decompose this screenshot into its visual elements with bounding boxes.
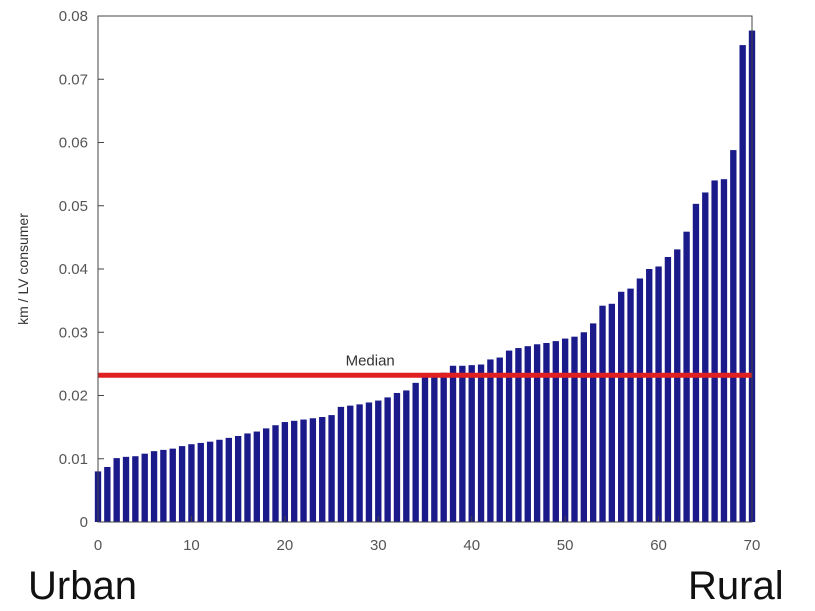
x-tick-label-50: 50 [557,537,574,554]
bar-46 [524,346,531,522]
bar-13 [216,439,223,522]
bar-11 [197,442,204,522]
x-tick-label-30: 30 [370,537,387,554]
y-tick-label-6: 0.06 [59,135,88,152]
bar-49 [552,341,559,522]
y-tick-label-0: 0 [80,514,88,531]
bars [94,30,756,523]
bar-50 [561,338,569,522]
y-tick-label-8: 0.08 [59,8,88,25]
bar-69 [739,45,746,522]
urban-label: Urban [28,564,137,608]
bar-28 [356,404,363,522]
bar-53 [589,323,597,522]
y-tick-label-1: 0.01 [59,451,88,468]
median-group: Median [98,352,752,378]
bar-32 [393,392,401,522]
bar-25 [328,415,335,522]
bar-16 [244,433,251,522]
bar-18 [262,428,270,522]
bar-54 [599,305,606,522]
bar-2 [113,458,120,522]
bar-52 [580,332,587,522]
ticks: 0 10 20 30 40 50 60 70 0 0.01 0.02 0.03 0.04 0.05 0.06… [59,8,761,554]
bar-26 [337,406,345,522]
bar-20 [281,422,289,522]
bar-24 [319,417,326,522]
bar-40 [468,365,475,522]
bar-58 [636,278,644,522]
x-tick-label-0: 0 [94,537,102,554]
rural-label: Rural [688,564,784,608]
bar-34 [412,382,419,522]
y-tick-label-3: 0.03 [59,324,88,341]
bar-21 [291,420,298,522]
bar-19 [272,425,279,522]
x-tick-label-10: 10 [183,537,200,554]
bar-15 [234,435,242,522]
bar-31 [384,397,391,522]
bar-6 [150,451,158,522]
bar-47 [533,344,541,522]
bar-37 [440,372,447,522]
bar-1 [104,466,111,522]
x-tick-label-40: 40 [463,537,480,554]
bar-59 [646,269,653,522]
bar-30 [375,400,382,522]
bar-62 [674,249,681,522]
bar-67 [720,179,728,522]
bar-60 [655,266,662,522]
y-tick-label-2: 0.02 [59,388,88,405]
bar-23 [309,418,317,522]
bar-57 [627,288,634,522]
bar-17 [253,431,260,522]
bar-56 [618,291,625,522]
y-tick-label-5: 0.05 [59,198,88,215]
bar-4 [132,456,139,522]
bar-65 [702,192,709,522]
x-tick-label-60: 60 [650,537,667,554]
bar-35 [421,377,429,522]
bar-38 [449,365,457,522]
bar-36 [431,374,438,522]
bar-29 [365,402,373,522]
bar-7 [160,449,167,522]
bar-22 [300,419,307,522]
bar-8 [169,448,176,522]
bar-44 [505,350,513,522]
y-tick-label-7: 0.07 [59,71,88,88]
y-tick-label-4: 0.04 [59,261,88,278]
bar-33 [403,390,410,522]
bar-61 [664,256,672,522]
bar-3 [122,456,130,522]
bar-51 [571,336,578,522]
x-tick-label-20: 20 [277,537,294,554]
bar-42 [487,359,494,522]
bar-9 [178,446,186,522]
bar-5 [141,453,148,522]
chart: Median 0 10 20 30 40 50 60 7000.010.020.030.040… [15,8,761,554]
bar-45 [515,348,522,522]
x-tick-label-70: 70 [744,537,761,554]
bar-27 [347,405,354,522]
bar-43 [496,357,503,522]
bar-64 [692,203,700,522]
bar-55 [608,303,616,522]
bar-66 [711,180,718,522]
bar-41 [477,364,485,522]
bar-68 [730,150,737,522]
bar-14 [225,437,232,522]
bar-39 [459,365,466,522]
median-label: Median [346,352,395,369]
bar-48 [543,343,550,522]
bar-10 [188,444,195,522]
y-axis-label: km / LV consumer [15,213,31,325]
bar-12 [206,441,214,522]
